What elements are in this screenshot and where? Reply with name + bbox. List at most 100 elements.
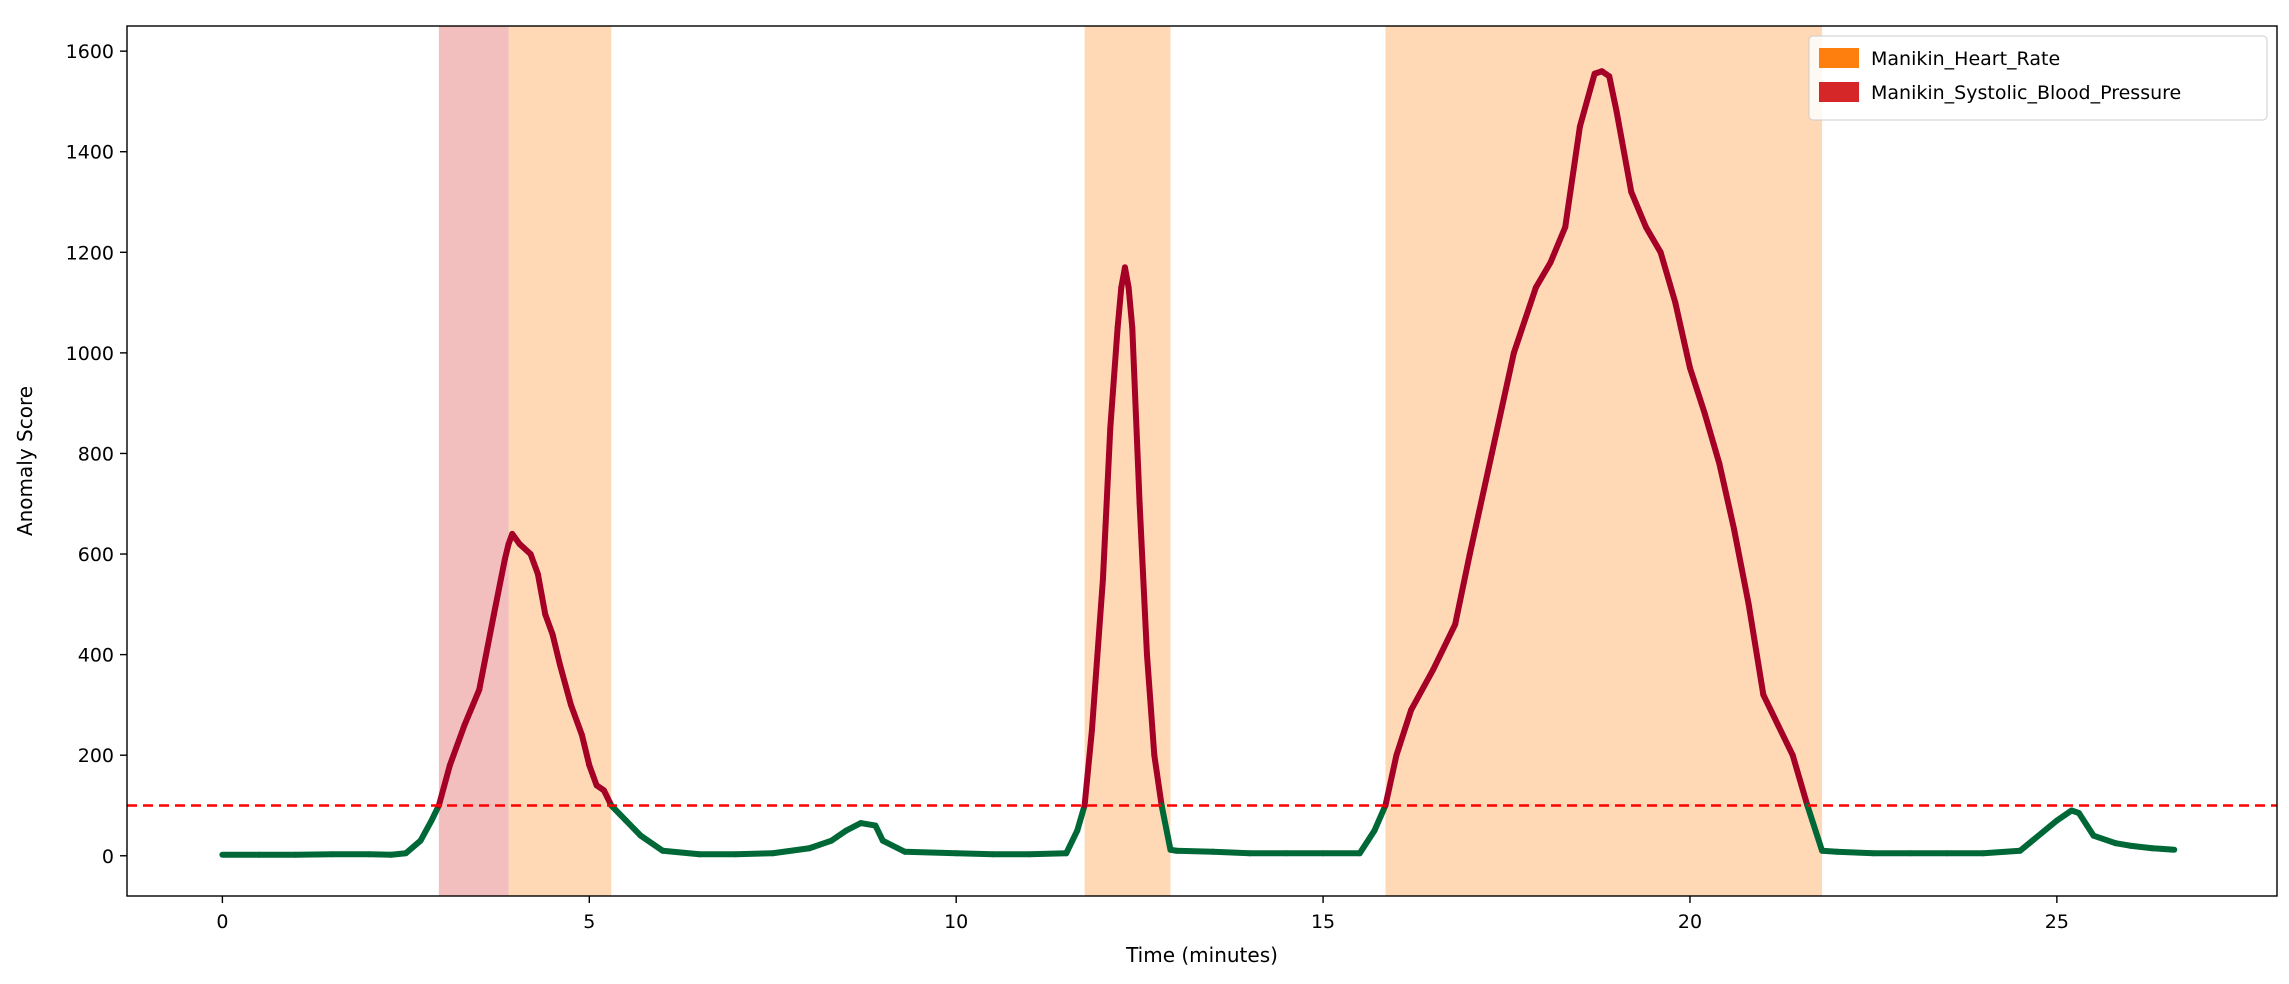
series-0-segment-57	[1143, 651, 1158, 759]
y-tick-label-2: 400	[78, 645, 114, 667]
series-0-segment-34	[769, 845, 813, 857]
series-0-segment-98	[1833, 848, 1877, 857]
x-tick-label-0: 0	[216, 911, 228, 933]
series-0-segment-75	[1510, 284, 1539, 356]
y-tick-label-4: 800	[78, 443, 114, 465]
series-0-segment-6	[402, 837, 424, 857]
series-0-segment-30	[637, 832, 666, 854]
series-0-segment-88	[1686, 364, 1708, 417]
series-0-segment-59	[1158, 802, 1174, 853]
series-0-segment-83	[1613, 108, 1635, 195]
series-0-segment-106	[2075, 810, 2097, 839]
series-layer	[219, 68, 2178, 858]
legend-swatch-heart-rate	[1819, 48, 1859, 68]
series-0-segment-25	[586, 762, 600, 789]
shaded-region-1	[508, 26, 612, 896]
series-0-segment-109	[2127, 842, 2156, 852]
series-0-segment-74	[1488, 349, 1517, 457]
x-tick-label-1: 5	[583, 911, 595, 933]
series-0-segment-18	[527, 551, 541, 578]
series-0-segment-110	[2149, 845, 2178, 853]
series-0-segment-62	[1210, 848, 1253, 857]
y-tick-label-7: 1400	[66, 142, 114, 164]
series-0-segment-44	[1026, 850, 1070, 858]
series-0-segment-11	[461, 686, 483, 729]
series-0-segment-87	[1672, 299, 1693, 371]
series-0-segment-12	[476, 611, 497, 693]
series-0-segment-95	[1789, 752, 1811, 809]
series-0-segment-86	[1657, 249, 1679, 306]
series-0-segment-40	[879, 837, 908, 855]
x-axis-label: Time (minutes)	[1125, 943, 1278, 967]
legend-entry-heart-rate: Manikin_Heart_Rate	[1871, 48, 2060, 70]
shaded-region-0	[438, 26, 509, 896]
series-0-segment-58	[1151, 752, 1165, 809]
y-tick-label-6: 1200	[66, 242, 114, 264]
series-0-segment-21	[549, 631, 563, 668]
series-0-segment-91	[1730, 525, 1752, 608]
series-0-segment-107	[2090, 832, 2119, 847]
y-tick-label-3: 600	[78, 544, 114, 566]
series-0-segment-84	[1628, 188, 1649, 231]
series-0-segment-68	[1382, 752, 1400, 809]
series-0-segment-70	[1408, 666, 1437, 713]
shaded-region-3	[1385, 26, 1823, 896]
series-0-segment-31	[659, 847, 703, 858]
series-0-segment-78	[1562, 123, 1583, 231]
series-0-segment-35	[806, 837, 835, 852]
series-0-segment-51	[1114, 284, 1125, 331]
series-0-segment-9	[435, 762, 453, 809]
series-0-segment-94	[1775, 722, 1796, 759]
series-0-segment-66	[1356, 827, 1378, 857]
series-0-segment-76	[1532, 259, 1554, 291]
x-tick-label-2: 10	[944, 911, 968, 933]
series-0-segment-19	[534, 571, 549, 618]
series-0-segment-7	[417, 817, 435, 844]
series-0-segment-41	[901, 848, 960, 857]
series-0-segment-61	[1173, 847, 1217, 855]
shaded-regions	[438, 26, 1823, 896]
series-0-segment-92	[1745, 601, 1767, 698]
x-tick-label-5: 25	[2045, 911, 2069, 933]
series-0-segment-22	[556, 661, 574, 708]
series-0-segment-50	[1107, 324, 1121, 432]
series-0-segment-93	[1760, 691, 1782, 729]
series-0-segment-89	[1701, 410, 1723, 467]
series-0-segment-4	[366, 851, 395, 858]
series-0-segment-53	[1121, 264, 1132, 291]
legend-entry-systolic-bp: Manikin_Systolic_Blood_Pressure	[1871, 82, 2181, 104]
series-0-segment-85	[1642, 224, 1664, 256]
series-0-segment-72	[1452, 551, 1473, 628]
series-0-segment-96	[1804, 802, 1826, 854]
series-0-segment-28	[608, 802, 629, 824]
x-tick-label-3: 15	[1311, 911, 1335, 933]
plot-frame	[126, 25, 2278, 897]
series-0-segment-55	[1129, 324, 1143, 507]
series-0-segment-77	[1547, 224, 1569, 266]
series-0-segment-47	[1081, 727, 1095, 809]
series-0-segment-49	[1099, 425, 1114, 583]
series-0-segment-20	[542, 611, 556, 638]
legend-box	[1808, 35, 2268, 121]
series-0-segment-42	[953, 850, 996, 858]
series-0-segment-73	[1466, 450, 1495, 558]
series-0-segment-45	[1063, 827, 1081, 857]
series-0-segment-71	[1430, 621, 1459, 673]
series-0-segment-90	[1716, 460, 1737, 532]
series-0-segment-102	[1980, 847, 2024, 857]
series-0-segment-23	[567, 701, 585, 739]
series-0-segment-54	[1125, 284, 1136, 331]
series-0-segment-79	[1576, 70, 1598, 130]
x-tick-label-4: 20	[1678, 911, 1702, 933]
series-0-segment-48	[1088, 576, 1106, 734]
y-tick-label-8: 1600	[66, 41, 114, 63]
legend-swatch-systolic-bp	[1819, 82, 1859, 102]
series-0-segment-29	[622, 817, 644, 839]
x-axis-ticks: 0 5 10 15 20 25	[216, 896, 2069, 933]
y-tick-label-0: 0	[102, 846, 114, 868]
series-0-segment-46	[1074, 802, 1088, 834]
series-0-segment-24	[578, 732, 593, 769]
series-0-segment-10	[446, 722, 468, 769]
